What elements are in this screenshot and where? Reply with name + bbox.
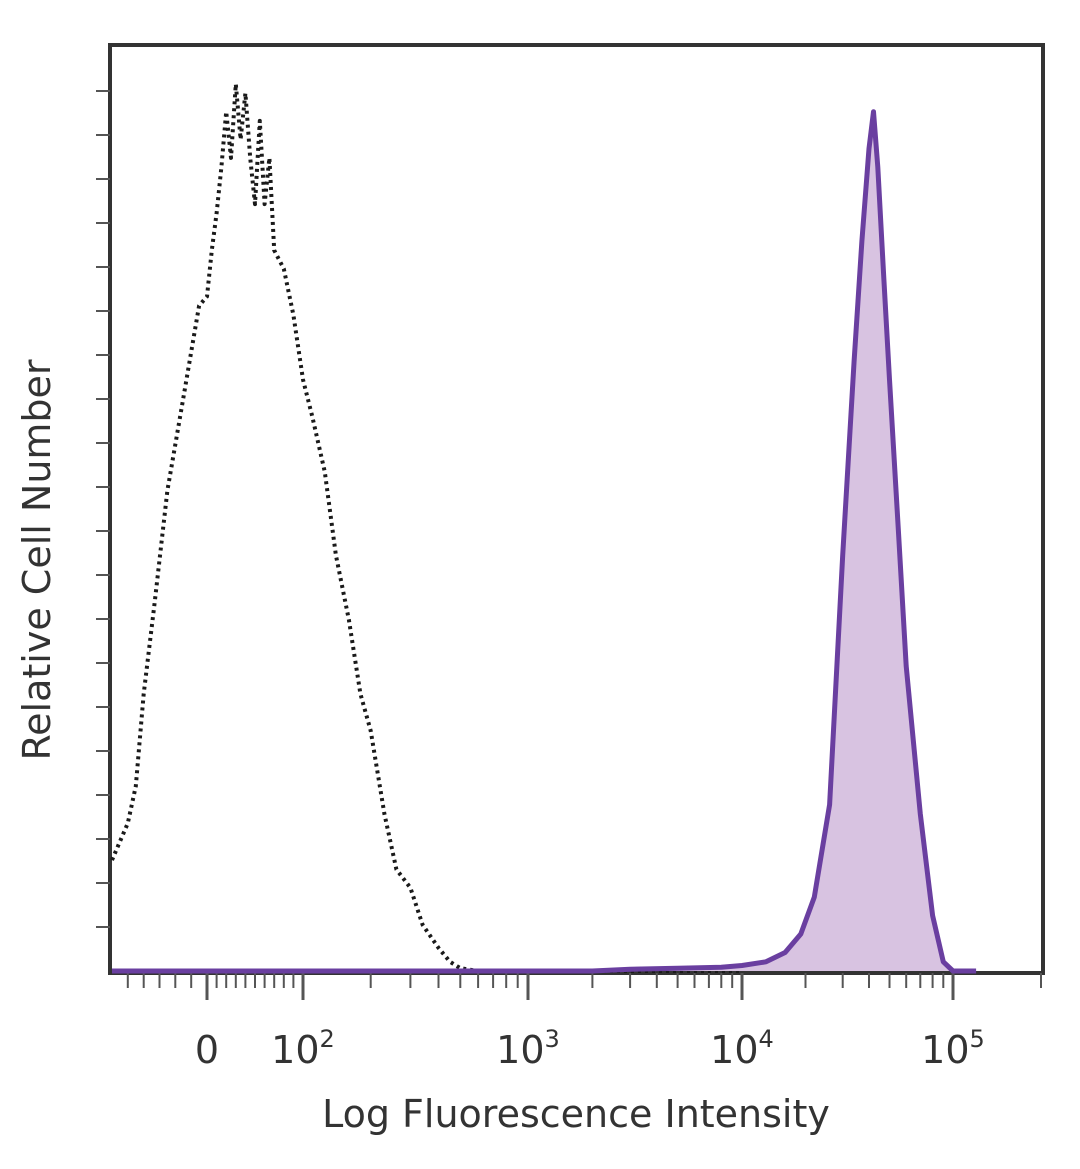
series-1-line	[112, 109, 977, 974]
x-tick-label: 104	[710, 1025, 774, 1072]
x-axis-title: Log Fluorescence Intensity	[322, 1092, 830, 1136]
y-axis-title: Relative Cell Number	[15, 359, 59, 760]
x-tick-label: 103	[496, 1025, 560, 1072]
y-axis-ticks	[96, 90, 110, 928]
x-axis-tick-labels: 0 102 103 104 105	[195, 1025, 985, 1072]
x-axis-minor-ticks	[126, 973, 1042, 1000]
x-tick-label: 102	[271, 1025, 335, 1072]
x-tick-label: 105	[921, 1025, 985, 1072]
x-tick-label: 0	[195, 1028, 219, 1072]
series-layer	[110, 82, 977, 974]
series-1-area	[112, 111, 977, 971]
